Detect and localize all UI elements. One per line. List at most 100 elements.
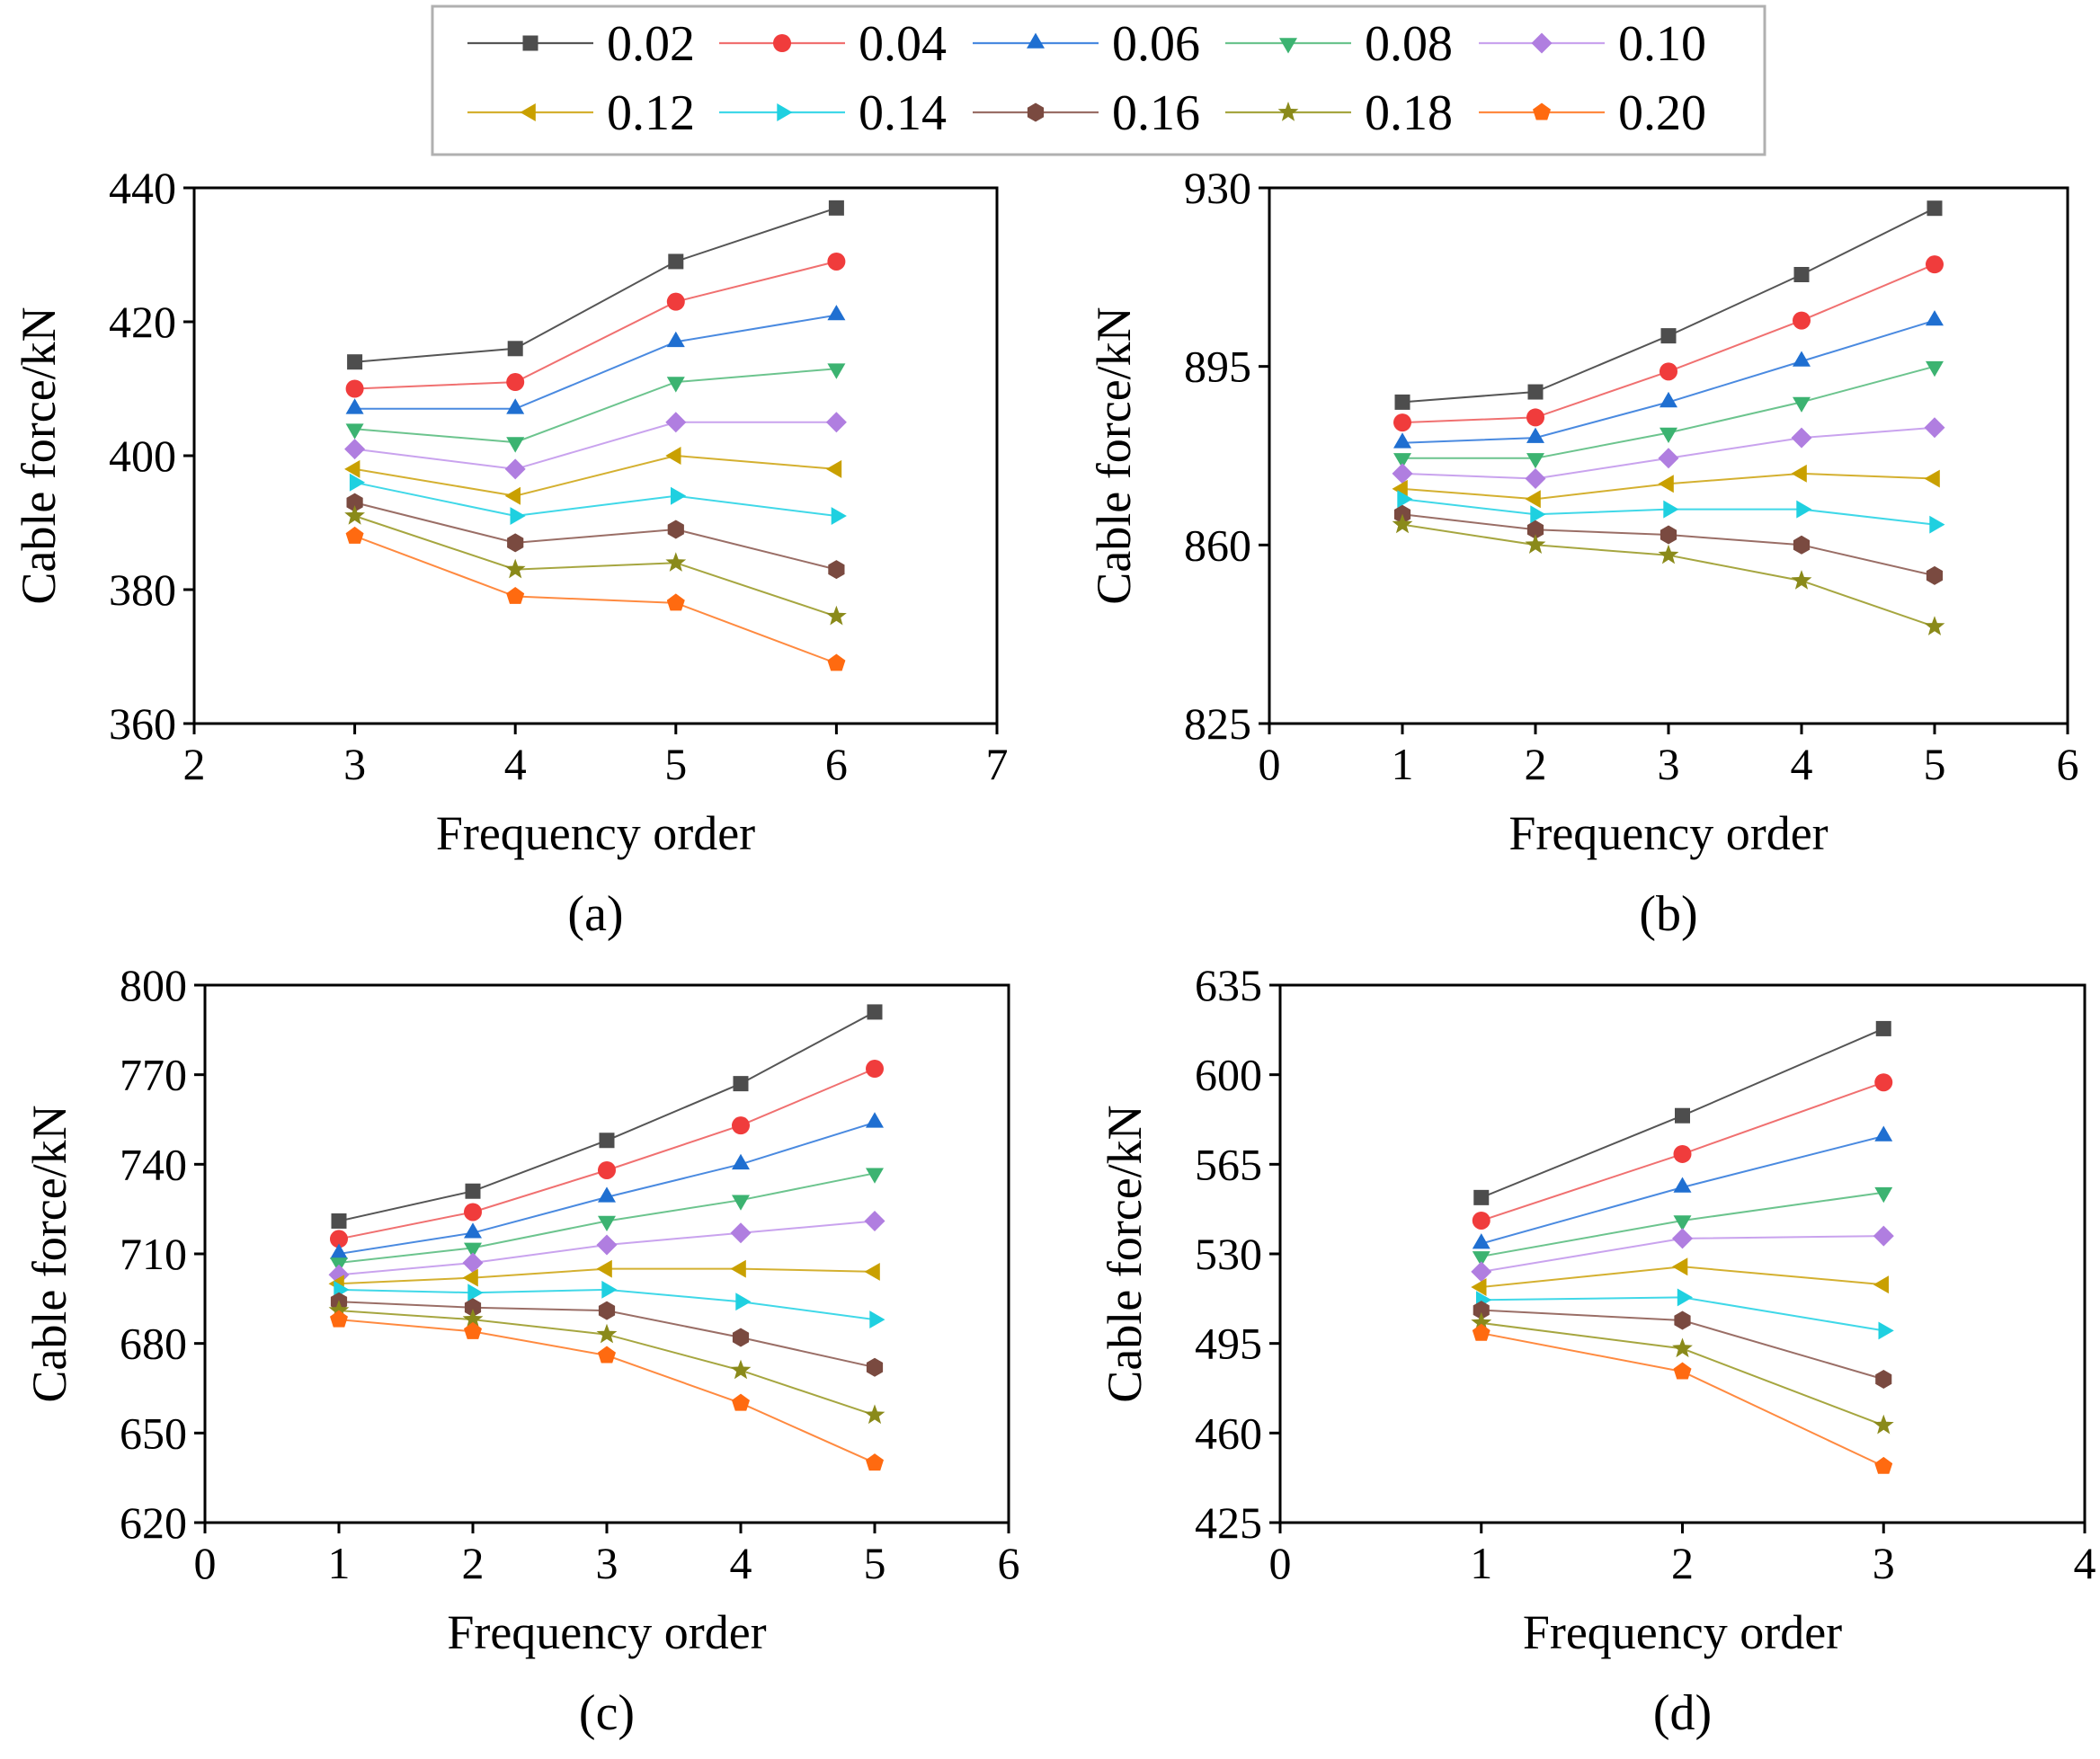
series-0.18 [344, 505, 847, 626]
data-point [827, 363, 846, 379]
data-point [344, 439, 366, 460]
data-point [1393, 453, 1411, 469]
legend-item-0.04: 0.04 [719, 16, 947, 72]
data-point [1525, 534, 1546, 554]
data-point [1873, 1275, 1889, 1294]
data-point [506, 437, 525, 453]
data-point [866, 1060, 884, 1079]
data-point [1924, 417, 1945, 439]
data-point [866, 1168, 884, 1184]
plot-area-frame [1278, 983, 2087, 1524]
data-point [1394, 394, 1410, 410]
data-point [506, 373, 525, 392]
x-tick-label: 1 [328, 1538, 351, 1588]
data-point [344, 505, 365, 525]
series-0.04 [1393, 255, 1944, 432]
data-point [506, 398, 525, 414]
series-0.02 [331, 1004, 883, 1229]
panel-label: (b) [1639, 886, 1697, 942]
series-0.02 [1394, 200, 1943, 410]
data-point [1392, 513, 1413, 534]
series-0.02 [347, 200, 844, 370]
data-point [827, 653, 846, 671]
legend-frame [431, 4, 1766, 156]
legend-item-0.18: 0.18 [1225, 85, 1453, 141]
y-tick-label: 650 [120, 1408, 187, 1458]
data-point [467, 1284, 484, 1302]
chart-panel-4: 0 1 2 3 4 425 460 495 530 565 600 635 Frequency orde… [1098, 960, 2096, 1741]
data-point [330, 1230, 348, 1248]
legend-label: 0.14 [859, 85, 947, 141]
series-0.20 [345, 526, 846, 671]
series-0.10 [1392, 417, 1945, 489]
data-point [1926, 565, 1944, 585]
series-line [338, 1068, 876, 1240]
data-point [1472, 1251, 1490, 1267]
data-point [1473, 1189, 1490, 1205]
data-point [665, 412, 687, 433]
x-tick-label: 2 [183, 739, 206, 789]
data-point [1791, 570, 1812, 590]
data-point [506, 587, 525, 604]
data-point [732, 1393, 750, 1411]
data-point [1392, 479, 1408, 498]
x-tick-label: 3 [343, 739, 366, 789]
data-point [1530, 505, 1546, 524]
data-point [344, 459, 360, 478]
data-point [345, 379, 364, 398]
x-tick-label: 1 [1392, 739, 1414, 789]
series-0.04 [330, 1060, 884, 1248]
series-0.12 [1392, 464, 1940, 509]
data-point [1471, 1261, 1492, 1283]
plot-area-frame [192, 186, 999, 725]
data-point [510, 507, 526, 525]
data-point [1663, 500, 1679, 519]
series-0.14 [349, 473, 847, 525]
x-tick-label: 0 [1259, 739, 1281, 789]
data-point [598, 1346, 616, 1364]
series-0.18 [1471, 1311, 1894, 1435]
data-point [1526, 408, 1544, 427]
legend-label: 0.02 [607, 16, 695, 72]
data-point [1673, 1177, 1692, 1193]
legend-label: 0.20 [1618, 85, 1706, 141]
data-point [732, 1116, 750, 1135]
legend-marker [520, 103, 536, 121]
x-tick-label: 5 [664, 739, 687, 789]
y-tick-label: 860 [1184, 520, 1251, 570]
y-tick-label: 565 [1195, 1139, 1262, 1189]
y-tick-label: 530 [1195, 1229, 1262, 1279]
series-0.10 [328, 1211, 885, 1285]
legend-marker [773, 34, 791, 52]
x-tick-label: 4 [504, 739, 527, 789]
data-point [831, 507, 847, 525]
data-point [1926, 360, 1944, 378]
y-tick-label: 635 [1195, 960, 1262, 1010]
data-point [1929, 515, 1945, 534]
series-0.20 [1472, 1323, 1893, 1474]
data-point [666, 331, 685, 348]
data-point [1875, 1370, 1892, 1389]
legend-item-0.10: 0.10 [1479, 16, 1706, 72]
data-point [1525, 490, 1541, 509]
legend-label: 0.18 [1365, 85, 1453, 141]
series-line [354, 515, 837, 617]
data-point [1392, 463, 1413, 484]
data-point [464, 1242, 482, 1258]
data-point [349, 473, 366, 492]
x-axis-title: Frequency order [1523, 1605, 1842, 1659]
data-point [504, 486, 521, 505]
y-tick-label: 825 [1184, 698, 1251, 749]
series-0.12 [1471, 1257, 1889, 1296]
data-point [1660, 525, 1677, 545]
data-point [598, 1186, 616, 1203]
legend: 0.02 0.04 0.06 0.08 0.10 0.12 0.14 0.16 0.18 0.20 [431, 4, 1766, 156]
y-tick-label: 770 [120, 1050, 187, 1100]
data-point [1875, 1020, 1891, 1036]
y-axis-title: Cable force/kN [12, 306, 66, 604]
data-point [827, 252, 846, 271]
data-point [730, 1222, 752, 1244]
x-tick-label: 2 [1525, 739, 1547, 789]
data-point [345, 526, 364, 544]
data-point [825, 412, 847, 433]
